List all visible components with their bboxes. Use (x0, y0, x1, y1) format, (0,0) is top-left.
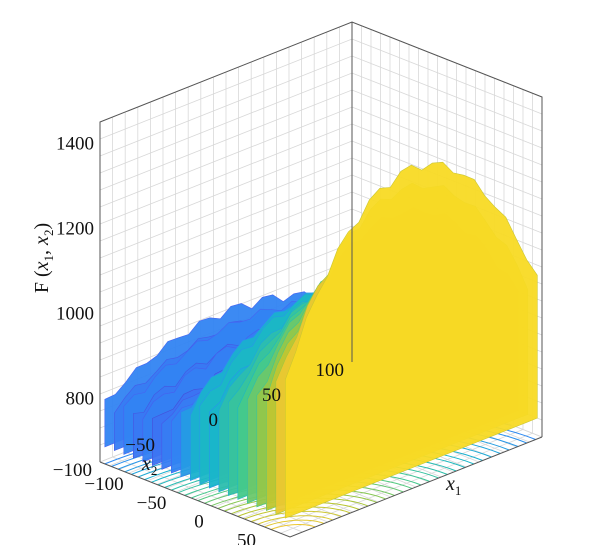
x1-tick-label: 50 (237, 530, 256, 545)
x2-tick-label: 50 (262, 385, 281, 406)
contour-line (257, 515, 333, 525)
x2-axis-label: x2 (141, 453, 157, 478)
z-tick-label: 1200 (56, 218, 94, 239)
tick-labels: 800100012001400−100−50050100−100−5005010… (53, 133, 344, 545)
x2-tick-label: −100 (53, 460, 92, 481)
axes-box (99, 21, 543, 538)
contour-line (270, 524, 316, 530)
surface-slice (284, 161, 538, 519)
x1-tick-label: −50 (137, 493, 167, 514)
contour-line (264, 519, 325, 528)
z-tick-label: 800 (66, 388, 95, 409)
x2-tick-label: −50 (125, 435, 155, 456)
grid-line (270, 429, 524, 530)
x1-tick-label: −100 (84, 474, 123, 495)
z-tick-label: 1400 (56, 133, 94, 154)
z-tick-label: 1000 (56, 303, 94, 324)
x1-tick-label: 0 (194, 512, 204, 533)
x2-tick-label: 100 (316, 360, 345, 381)
z-axis-label: F (x1, x2) (31, 223, 56, 293)
surface (104, 161, 538, 519)
box-edge (99, 436, 543, 538)
x1-axis-label: x1 (445, 473, 461, 498)
x2-tick-label: 0 (209, 410, 219, 431)
